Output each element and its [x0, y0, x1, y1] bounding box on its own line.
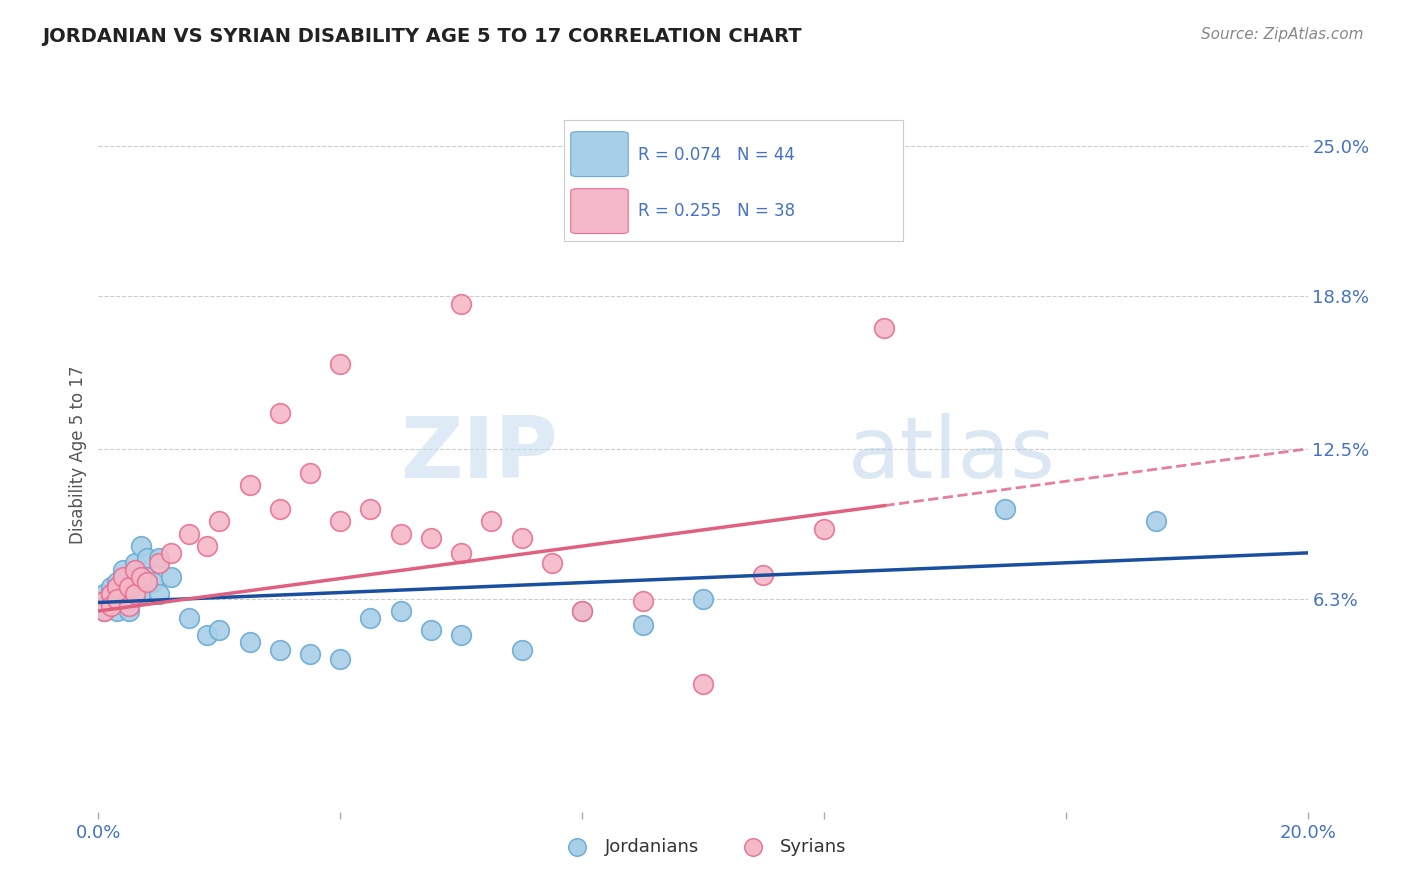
Point — [129, 587, 152, 601]
Point — [105, 591, 128, 606]
Point — [389, 604, 412, 618]
Point — [160, 570, 183, 584]
Point — [195, 628, 218, 642]
Point — [148, 556, 170, 570]
Point — [105, 574, 128, 589]
Point — [124, 587, 146, 601]
Point — [239, 635, 262, 649]
Legend: Jordanians, Syrians: Jordanians, Syrians — [553, 831, 853, 863]
Point — [100, 591, 122, 606]
Point — [1144, 515, 1167, 529]
Text: Source: ZipAtlas.com: Source: ZipAtlas.com — [1201, 27, 1364, 42]
Point — [450, 297, 472, 311]
Point — [100, 599, 122, 613]
Point — [93, 587, 115, 601]
Point — [124, 580, 146, 594]
Point — [179, 526, 201, 541]
Point — [450, 546, 472, 560]
Point — [135, 550, 157, 565]
Point — [571, 604, 593, 618]
Point — [631, 618, 654, 632]
Point — [481, 515, 503, 529]
Point — [752, 567, 775, 582]
Point — [118, 599, 141, 613]
Point — [269, 642, 291, 657]
Point — [111, 563, 134, 577]
Point — [329, 652, 352, 666]
Y-axis label: Disability Age 5 to 17: Disability Age 5 to 17 — [69, 366, 87, 544]
Point — [93, 604, 115, 618]
Point — [129, 539, 152, 553]
Point — [239, 478, 262, 492]
Point — [105, 580, 128, 594]
Point — [329, 515, 352, 529]
Point — [93, 594, 115, 608]
Point — [420, 624, 443, 638]
Point — [692, 676, 714, 690]
Text: ZIP: ZIP — [401, 413, 558, 497]
Text: atlas: atlas — [848, 413, 1056, 497]
Point — [329, 357, 352, 371]
Point — [142, 574, 165, 589]
Point — [105, 604, 128, 618]
Point — [540, 556, 562, 570]
Point — [135, 574, 157, 589]
Point — [129, 570, 152, 584]
Point — [105, 594, 128, 608]
Point — [160, 546, 183, 560]
Point — [208, 624, 231, 638]
Point — [105, 584, 128, 599]
Point — [118, 580, 141, 594]
Point — [420, 532, 443, 546]
Point — [813, 522, 835, 536]
Point — [100, 580, 122, 594]
Point — [692, 591, 714, 606]
Point — [148, 550, 170, 565]
Point — [299, 466, 322, 480]
Point — [93, 599, 115, 613]
Point — [450, 628, 472, 642]
Point — [389, 526, 412, 541]
Point — [510, 642, 533, 657]
Point — [111, 591, 134, 606]
Point — [100, 587, 122, 601]
Point — [148, 587, 170, 601]
Point — [208, 515, 231, 529]
Point — [93, 594, 115, 608]
Point — [118, 604, 141, 618]
Point — [118, 570, 141, 584]
Point — [111, 570, 134, 584]
Point — [124, 556, 146, 570]
Point — [571, 604, 593, 618]
Point — [510, 532, 533, 546]
Text: JORDANIAN VS SYRIAN DISABILITY AGE 5 TO 17 CORRELATION CHART: JORDANIAN VS SYRIAN DISABILITY AGE 5 TO … — [42, 27, 801, 45]
Point — [100, 590, 122, 604]
Point — [124, 563, 146, 577]
Point — [135, 570, 157, 584]
Point — [195, 539, 218, 553]
Point — [100, 599, 122, 613]
Point — [994, 502, 1017, 516]
Point — [360, 502, 382, 516]
Point — [360, 611, 382, 625]
Point — [631, 594, 654, 608]
Point — [269, 502, 291, 516]
Point — [873, 321, 896, 335]
Point — [93, 604, 115, 618]
Point — [179, 611, 201, 625]
Point — [299, 648, 322, 662]
Point — [111, 580, 134, 594]
Point — [269, 406, 291, 420]
